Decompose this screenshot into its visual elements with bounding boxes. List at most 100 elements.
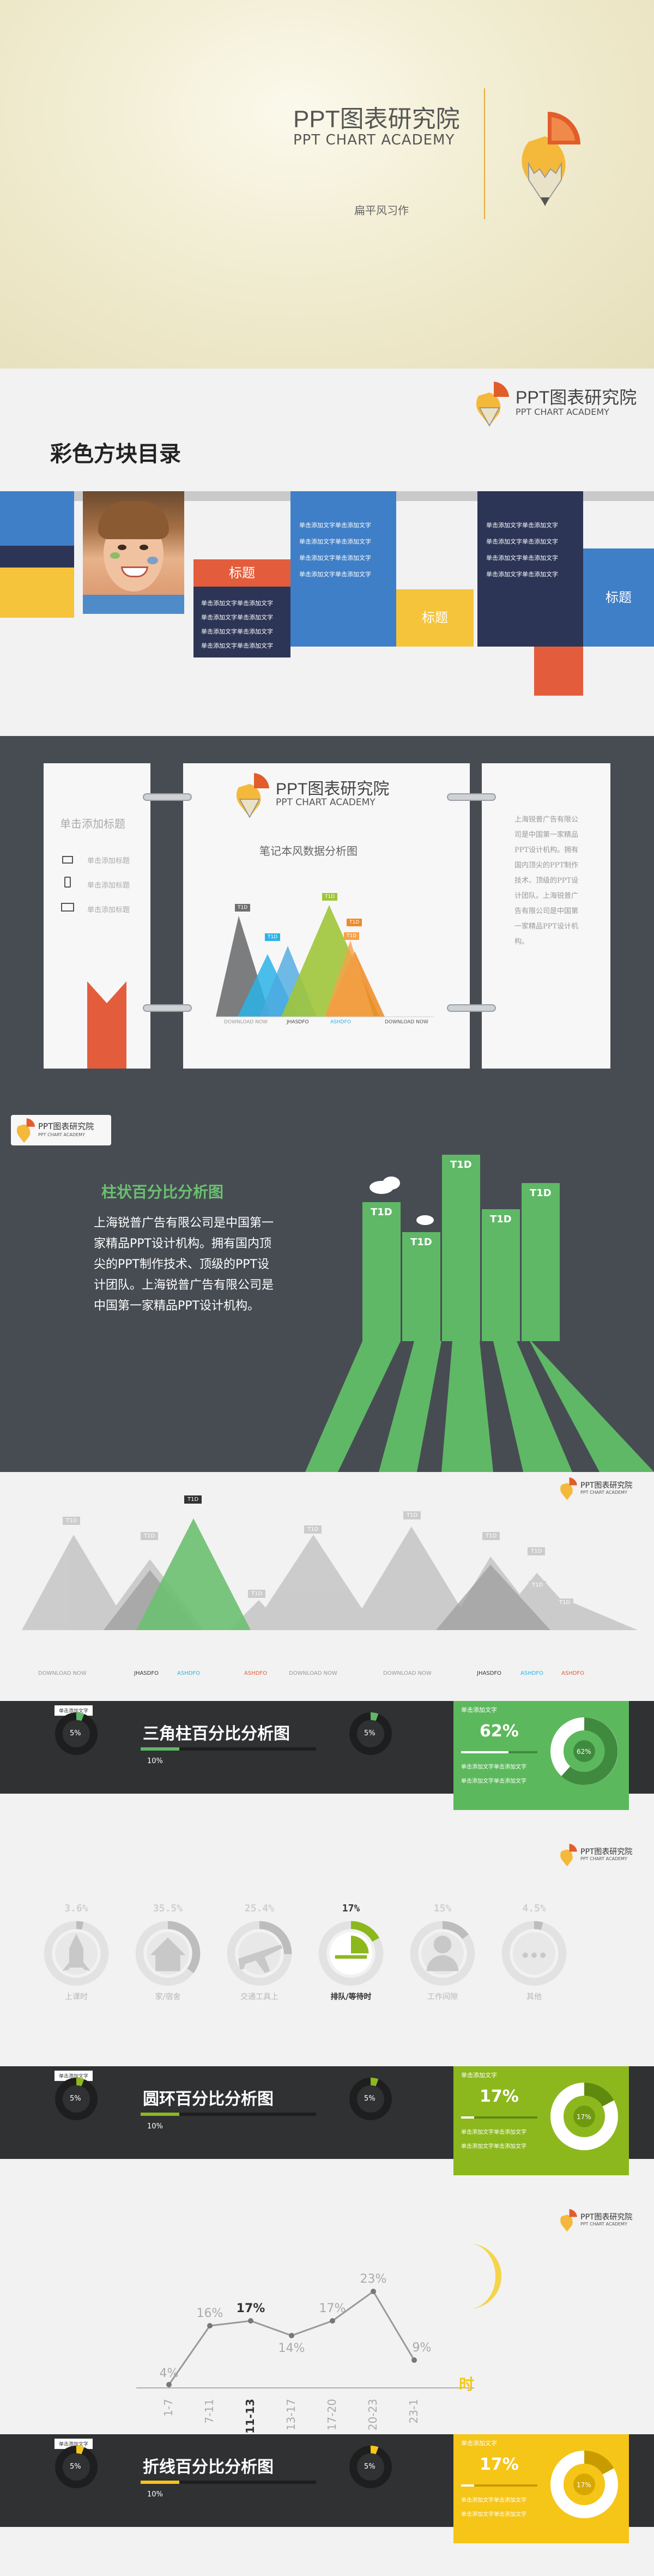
data-point bbox=[411, 2357, 417, 2363]
ring-pct: 17% bbox=[342, 1903, 360, 1914]
catalog-section: PPT图表研究院 PPT CHART ACADEMY 彩色方块目录 标题 单击添… bbox=[0, 369, 654, 736]
data-label: 14% bbox=[278, 2342, 305, 2355]
binder-ring bbox=[447, 793, 496, 801]
data-point bbox=[248, 2318, 253, 2324]
chart-tag: T1D bbox=[248, 1590, 266, 1598]
progress-track bbox=[141, 2113, 316, 2116]
tick-label: 7-11 bbox=[203, 2399, 216, 2423]
pencil-logo-icon bbox=[16, 1118, 35, 1143]
panel-tag: 单击添加文字 bbox=[55, 1705, 93, 1716]
ring-pct: 25.4% bbox=[244, 1903, 275, 1914]
small-donut bbox=[349, 2078, 392, 2120]
brand-logo: PPT图表研究院 PPT CHART ACADEMY bbox=[473, 379, 647, 427]
data-label: 9% bbox=[413, 2341, 432, 2355]
small-donut bbox=[55, 2446, 98, 2488]
block-red-bottom bbox=[534, 647, 583, 696]
binder-ring bbox=[143, 793, 192, 801]
filler-text: 单击添加文字单击添加文字 bbox=[486, 571, 558, 578]
right-page-text: 上海锐普广告有限公司是中国第一家精品PPT设计机构。拥有国内顶尖的PPT制作技术… bbox=[514, 816, 579, 946]
chart-x-label: ASHDFO bbox=[244, 1670, 268, 1676]
block-blue-left bbox=[0, 491, 74, 546]
left-page-item: 单击添加标题 bbox=[87, 906, 130, 914]
brand-logo-small: PPT图表研究院 PPT CHART ACADEMY bbox=[559, 1476, 651, 1504]
chart-x-label: DOWNLOAD NOW bbox=[383, 1670, 432, 1676]
plane-icon bbox=[227, 1921, 292, 1986]
chart-x-label: JHASDFO bbox=[477, 1670, 501, 1676]
catalog-label-red[interactable]: 标题 bbox=[193, 559, 290, 587]
chart-tag: T1D bbox=[347, 919, 362, 926]
notebook-chart-title: 笔记本风数据分析图 bbox=[259, 844, 358, 858]
data-label: 16% bbox=[197, 2307, 223, 2320]
chart-tag-active: T1D bbox=[184, 1495, 202, 1504]
data-label: 17% bbox=[319, 2302, 346, 2315]
chart-tag: T1D bbox=[529, 1581, 547, 1589]
notebook-center-page: PPT图表研究院 PPT CHART ACADEMY 笔记本风数据分析图 T1D… bbox=[183, 763, 470, 1069]
home-icon bbox=[135, 1921, 201, 1986]
bar-label: T1D bbox=[450, 1159, 472, 1171]
notebook-left-page: 单击添加标题 单击添加标题 单击添加标题 单击添加标题 bbox=[44, 763, 150, 1069]
column-body: 上海锐普广告有限公司是中国第一家精品PPT设计机构。拥有国内顶尖的PPT制作技术… bbox=[94, 1216, 274, 1313]
filler-text: 单击添加文字单击添加文字 bbox=[201, 614, 273, 621]
panel-card: 单击添加文字 17% 单击添加文字单击添加文字 单击添加文字单击添加文字 17% bbox=[453, 2434, 629, 2543]
filler-text: 单击添加文字单击添加文字 bbox=[299, 571, 371, 578]
card-line: 单击添加文字单击添加文字 bbox=[461, 2512, 526, 2518]
progress-fill bbox=[141, 1747, 179, 1751]
small-donut bbox=[349, 2446, 392, 2488]
tick-label: 20-23 bbox=[366, 2399, 379, 2430]
left-page-item: 单击添加标题 bbox=[87, 857, 130, 865]
card-pct: 62% bbox=[480, 1722, 519, 1741]
data-label: 23% bbox=[360, 2272, 387, 2286]
card-tag: 单击添加文字 bbox=[461, 1706, 497, 1714]
analysis-section: PPT图表研究院 PPT CHART ACADEMY T1D T1D T1D T… bbox=[0, 1472, 654, 2576]
chart-tag: T1D bbox=[141, 1532, 159, 1540]
progress-fill bbox=[141, 2481, 179, 2484]
child-photo bbox=[83, 491, 184, 614]
phone-icon bbox=[64, 877, 71, 888]
chart-x-label: DOWNLOAD NOW bbox=[289, 1670, 337, 1676]
filler-text: 单击添加文字单击添加文字 bbox=[486, 554, 558, 562]
small-donut-pct: 5% bbox=[70, 2095, 81, 2103]
panel-title: 圆环百分比分析图 bbox=[143, 2090, 274, 2109]
ring-label: 其他 bbox=[526, 1993, 542, 2001]
small-donut-pct: 5% bbox=[70, 1729, 81, 1738]
chart-x-label: ASHDFO bbox=[520, 1670, 544, 1676]
card-donut bbox=[550, 2450, 618, 2518]
chart-x-label: ASHDFO bbox=[177, 1670, 201, 1676]
block-yellow-left bbox=[0, 568, 74, 618]
catalog-text-blue: 单击添加文字单击添加文字 单击添加文字单击添加文字 单击添加文字单击添加文字 单… bbox=[290, 491, 396, 647]
brand-name-cn: PPT图表研究院 bbox=[516, 388, 637, 407]
progress-pct: 10% bbox=[147, 2490, 163, 2499]
data-label: 17% bbox=[237, 2302, 265, 2315]
chart-x-label: DOWNLOAD NOW bbox=[385, 1019, 428, 1025]
card-donut-pct: 17% bbox=[577, 2113, 591, 2121]
ring-pct: 15% bbox=[433, 1903, 452, 1914]
triangle-chart bbox=[22, 1518, 638, 1630]
pencil-logo-icon bbox=[560, 2209, 577, 2232]
bar-label: T1D bbox=[410, 1236, 432, 1248]
progress-track bbox=[141, 1747, 316, 1751]
brand-name-cn: PPT图表研究院 bbox=[276, 780, 390, 798]
notebook-right-page: 上海锐普广告有限公司是中国第一家精品PPT设计机构。拥有国内顶尖的PPT制作技术… bbox=[482, 763, 610, 1069]
card-bar bbox=[461, 1751, 537, 1753]
bar-label: T1D bbox=[490, 1214, 512, 1225]
panel-card: 单击添加文字 17% 单击添加文字单击添加文字 单击添加文字单击添加文字 17% bbox=[453, 2066, 629, 2175]
clock-icon bbox=[318, 1921, 384, 1986]
tick-label: 13-17 bbox=[284, 2399, 298, 2430]
filler-text: 单击添加文字单击添加文字 bbox=[299, 538, 371, 545]
left-page-item: 单击添加标题 bbox=[87, 882, 130, 890]
brand-name-cn: PPT图表研究院 bbox=[580, 1481, 633, 1490]
brand-name-en: PPT CHART ACADEMY bbox=[516, 407, 609, 417]
card-bar bbox=[461, 2116, 537, 2119]
chart-x-label: JHASDFO bbox=[287, 1019, 309, 1025]
catalog-label-blue[interactable]: 标题 bbox=[583, 548, 654, 647]
pencil-logo-icon bbox=[476, 382, 509, 427]
moon-icon bbox=[469, 2243, 501, 2309]
bar-label: T1D bbox=[371, 1206, 392, 1218]
progress-track bbox=[141, 2481, 316, 2484]
brand-name-en: PPT CHART ACADEMY bbox=[38, 1132, 85, 1137]
small-donut-pct: 5% bbox=[70, 2463, 81, 2471]
filler-text: 单击添加文字单击添加文字 bbox=[299, 554, 371, 562]
data-point bbox=[166, 2382, 172, 2387]
catalog-label-yellow[interactable]: 标题 bbox=[396, 589, 474, 647]
chart-x-label: JHASDFO bbox=[134, 1670, 159, 1676]
